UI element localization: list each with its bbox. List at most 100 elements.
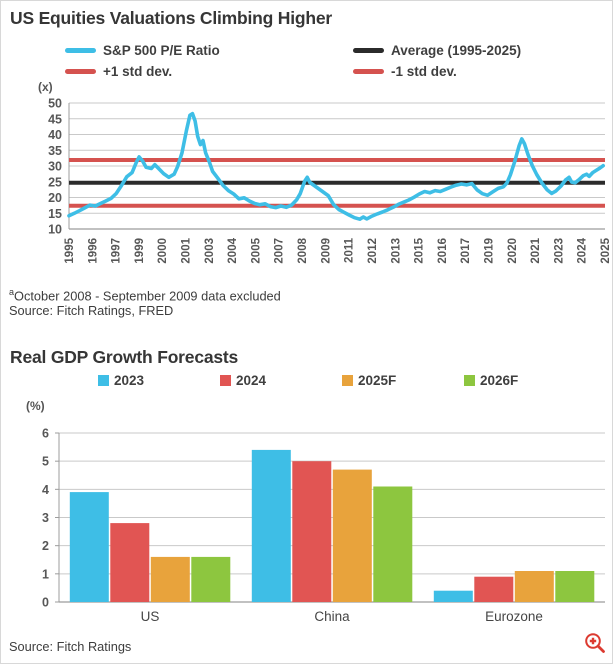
bar-eurozone-2026f [555,571,595,602]
svg-text:2020: 2020 [507,238,519,264]
sp500-pe-line [67,111,605,221]
svg-text:1995: 1995 [64,237,76,263]
category-label-eurozone: Eurozone [485,609,543,624]
legend-line-swatch [353,68,384,74]
legend-line-swatch [353,47,384,53]
svg-text:2015: 2015 [414,237,426,263]
svg-text:2: 2 [42,539,49,553]
svg-text:2021: 2021 [530,237,542,263]
gridlines [55,432,605,603]
legend-item-2023: 2023 [98,373,220,388]
gdp-chart-title: Real GDP Growth Forecasts [10,347,239,367]
bar-china-2026f [373,486,413,602]
svg-text:30: 30 [48,160,62,174]
legend-label: 2026F [480,373,519,388]
pe-chart-footnote: aOctober 2008 - September 2009 data excl… [9,287,281,303]
legend-square-swatch [464,375,475,386]
pe-chart-legend: S&P 500 P/E Ratio Average (1995-2025) +1 s… [65,41,585,80]
svg-text:2005: 2005 [250,237,262,263]
legend-item-average-1995-2025: Average (1995-2025) [353,41,585,59]
legend-square-swatch [220,375,231,386]
svg-text:25: 25 [48,175,62,189]
svg-text:45: 45 [48,112,62,126]
footnote-superscript: a [9,287,15,297]
svg-text:3: 3 [42,511,49,525]
bars [69,449,595,602]
svg-text:1996: 1996 [87,238,99,264]
legend-label: S&P 500 P/E Ratio [103,42,220,58]
svg-text:2008: 2008 [297,237,309,263]
zoom-in-magnifier-icon [585,633,605,653]
svg-text:10: 10 [48,223,62,237]
gdp-bar-chart: 0 1 2 3 4 5 6 US China Eurozone [42,427,605,624]
svg-text:1997: 1997 [111,238,123,264]
legend-item-1-std-dev: +1 std dev. [65,62,353,80]
svg-text:2013: 2013 [390,238,402,264]
svg-text:20: 20 [48,191,62,205]
svg-text:2024: 2024 [577,237,589,263]
bar-eurozone-2024 [474,576,514,602]
legend-label: 2025F [358,373,397,388]
legend-item-2025f: 2025F [342,373,464,388]
svg-text:2009: 2009 [320,238,332,264]
legend-label: -1 std dev. [391,63,457,79]
legend-label: +1 std dev. [103,63,173,79]
y-axis-tick-labels: 0 1 2 3 4 5 6 [42,427,49,610]
bar-china-2025f [332,469,372,602]
legend-label: 2024 [236,373,267,388]
bar-china-2024 [292,461,332,602]
svg-text:2007: 2007 [274,238,286,264]
svg-text:1: 1 [42,567,49,581]
legend-item-1-std-dev: -1 std dev. [353,62,585,80]
svg-text:15: 15 [48,207,62,221]
svg-text:2025: 2025 [600,237,612,263]
svg-text:40: 40 [48,128,62,142]
category-label-us: US [141,609,160,624]
bar-us-2025f [150,556,190,602]
legend-label: Average (1995-2025) [391,42,522,58]
x-axis-tick-labels: 1995 1996 1997 1999 2000 2001 2003 2004 2005 2007… [64,237,612,263]
gdp-chart-unit-label: (%) [26,399,45,413]
bar-eurozone-2025f [514,571,554,602]
category-label-china: China [314,609,350,624]
pe-chart-source: Source: Fitch Ratings, FRED [9,303,174,318]
svg-text:2004: 2004 [227,237,239,263]
zoom-in-button[interactable] [583,631,607,655]
legend-item-2026f: 2026F [464,373,518,388]
svg-text:50: 50 [48,97,62,111]
svg-text:2011: 2011 [344,237,356,263]
bar-eurozone-2023 [433,590,473,602]
svg-text:2001: 2001 [181,237,193,263]
pe-chart-title: US Equities Valuations Climbing Higher [10,8,333,28]
svg-text:6: 6 [42,427,49,441]
bar-us-2023 [69,492,109,602]
legend-item-s-p-500-p-e-ratio: S&P 500 P/E Ratio [65,41,353,59]
svg-text:2012: 2012 [367,238,379,264]
bar-china-2023 [251,449,291,602]
legend-line-swatch [65,47,96,53]
legend-square-swatch [342,375,353,386]
svg-text:2019: 2019 [483,238,495,264]
gdp-chart-source: Source: Fitch Ratings [9,639,132,654]
svg-text:35: 35 [48,144,62,158]
svg-text:0: 0 [42,596,49,610]
legend-item-2024: 2024 [220,373,342,388]
svg-text:1999: 1999 [134,238,146,264]
svg-text:2023: 2023 [553,238,565,264]
gdp-chart-legend: 2023 2024 2025F 2026F [98,373,548,388]
legend-line-swatch [65,68,96,74]
svg-text:2016: 2016 [437,238,449,264]
legend-square-swatch [98,375,109,386]
svg-text:2017: 2017 [460,238,472,264]
svg-text:5: 5 [42,455,49,469]
footnote-text: October 2008 - September 2009 data exclu… [14,288,281,304]
svg-text:4: 4 [42,483,49,497]
pe-chart-unit-label: (x) [38,80,53,94]
bar-us-2024 [110,523,150,602]
legend-label: 2023 [114,373,145,388]
svg-text:2003: 2003 [204,238,216,264]
svg-text:2000: 2000 [157,238,169,264]
